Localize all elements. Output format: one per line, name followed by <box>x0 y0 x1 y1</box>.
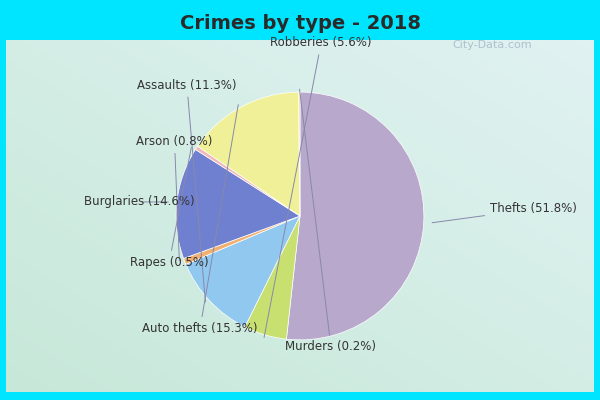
Text: Murders (0.2%): Murders (0.2%) <box>286 89 376 354</box>
Text: Arson (0.8%): Arson (0.8%) <box>136 135 213 261</box>
Wedge shape <box>298 92 300 216</box>
Text: City-Data.com: City-Data.com <box>452 40 532 50</box>
Text: Assaults (11.3%): Assaults (11.3%) <box>137 78 236 302</box>
Text: Robberies (5.6%): Robberies (5.6%) <box>264 36 372 338</box>
Text: Rapes (0.5%): Rapes (0.5%) <box>130 148 208 269</box>
Text: Thefts (51.8%): Thefts (51.8%) <box>432 202 577 223</box>
Wedge shape <box>196 146 300 216</box>
Wedge shape <box>245 216 300 339</box>
Text: Auto thefts (15.3%): Auto thefts (15.3%) <box>142 105 258 335</box>
Wedge shape <box>286 92 424 340</box>
Wedge shape <box>197 92 300 216</box>
Wedge shape <box>176 150 300 258</box>
Text: Burglaries (14.6%): Burglaries (14.6%) <box>84 196 194 208</box>
Text: Crimes by type - 2018: Crimes by type - 2018 <box>179 14 421 33</box>
Wedge shape <box>186 216 300 327</box>
Wedge shape <box>184 216 300 264</box>
